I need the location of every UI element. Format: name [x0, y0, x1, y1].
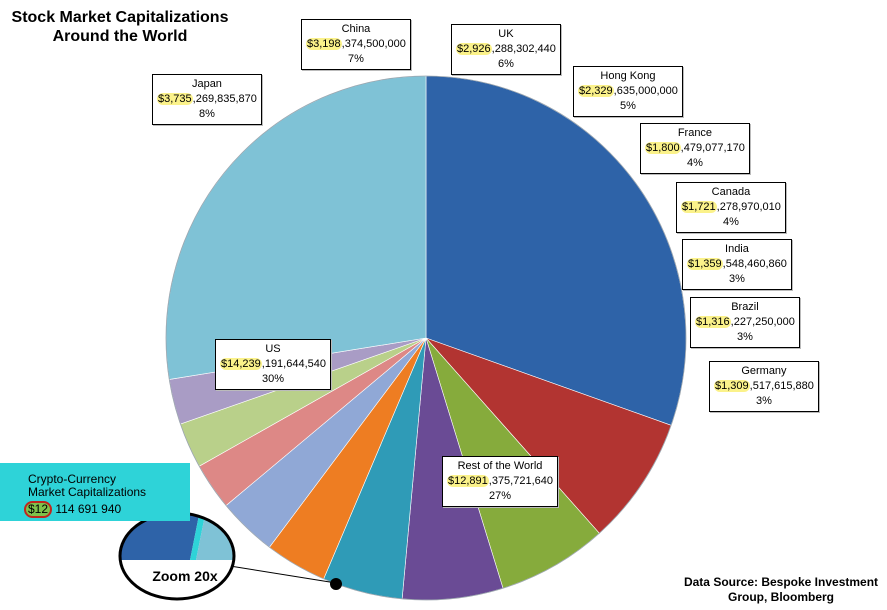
pie-slices: [165, 75, 687, 601]
callout-france: France $1,800,479,077,170 4%: [640, 123, 750, 174]
callout-label: Japan: [191, 78, 222, 90]
crypto-value-rest: 114 691 940: [52, 502, 122, 516]
data-source-line-2: Group, Bloomberg: [728, 590, 834, 604]
callout-value: $1,721,278,970,010: [681, 200, 781, 215]
callout-value-rest: ,191,644,540: [261, 358, 326, 370]
callout-value-highlight: $2,926: [456, 43, 492, 55]
callout-value-rest: ,517,615,880: [749, 380, 814, 392]
callout-rest-of-the-world: Rest of the World $12,891,375,721,640 27%: [442, 456, 558, 507]
callout-label: China: [341, 23, 371, 35]
callout-percent: 6%: [497, 58, 514, 70]
callout-value-highlight: $3,735: [157, 93, 193, 105]
data-source-line-1: Data Source: Bespoke Investment: [683, 575, 879, 589]
callout-india: India $1,359,548,460,860 3%: [682, 239, 792, 290]
callout-percent: 4%: [686, 157, 703, 169]
callout-us: US $14,239,191,644,540 30%: [215, 339, 331, 390]
callout-value: $2,329,635,000,000: [578, 84, 678, 99]
callout-label: India: [725, 243, 749, 255]
callout-percent: 3%: [755, 395, 772, 407]
crypto-value: $12 114 691 940: [24, 501, 121, 518]
callout-label: Canada: [711, 186, 751, 198]
callout-value: $14,239,191,644,540: [220, 357, 326, 372]
callout-percent: 3%: [728, 273, 745, 285]
chart-title-line-2: Around the World: [52, 28, 188, 45]
callout-brazil: Brazil $1,316,227,250,000 3%: [690, 297, 800, 348]
callout-label: Brazil: [731, 301, 759, 313]
callout-value-highlight: $12,891: [447, 475, 489, 487]
zoom-label: Zoom 20x: [152, 568, 218, 584]
callout-value: $1,359,548,460,860: [687, 257, 787, 272]
callout-value-highlight: $14,239: [220, 358, 262, 370]
callout-value-rest: ,288,302,440: [491, 43, 556, 55]
callout-label: Germany: [741, 365, 787, 377]
callout-uk: UK $2,926,288,302,440 6%: [451, 24, 561, 75]
callout-value: $12,891,375,721,640: [447, 474, 553, 489]
callout-value-rest: ,548,460,860: [722, 258, 787, 270]
callout-percent: 30%: [261, 373, 285, 385]
callout-label: France: [677, 127, 713, 139]
callout-label: UK: [498, 28, 514, 40]
callout-value-rest: ,375,721,640: [488, 475, 553, 487]
callout-label: US: [265, 343, 281, 355]
callout-value-rest: ,635,000,000: [613, 85, 678, 97]
callout-germany: Germany $1,309,517,615,880 3%: [709, 361, 819, 412]
callout-value: $1,316,227,250,000: [695, 315, 795, 330]
callout-value-highlight: $3,198: [306, 38, 342, 50]
callout-value-rest: ,278,970,010: [716, 201, 781, 213]
callout-percent: 27%: [488, 490, 512, 502]
chart-title-line-1: Stock Market Capitalizations: [11, 9, 229, 26]
callout-value: $2,926,288,302,440: [456, 42, 556, 57]
callout-value-rest: ,374,500,000: [341, 38, 406, 50]
callout-value: $1,800,479,077,170: [645, 141, 745, 156]
callout-percent: 3%: [736, 331, 753, 343]
data-source: Data Source: Bespoke Investment Group, B…: [676, 575, 886, 605]
callout-value: $3,198,374,500,000: [306, 37, 406, 52]
callout-value-highlight: $1,309: [714, 380, 750, 392]
zoom-connector: [229, 565, 337, 584]
callout-china: China $3,198,374,500,000 7%: [301, 19, 411, 70]
crypto-title-line-1: Crypto-Currency: [28, 472, 117, 486]
crypto-value-highlight: $12: [24, 501, 53, 518]
callout-percent: 8%: [198, 108, 215, 120]
callout-value-highlight: $2,329: [578, 85, 614, 97]
callout-value-rest: ,227,250,000: [730, 316, 795, 328]
callout-value: $3,735,269,835,870: [157, 92, 257, 107]
callout-value-rest: ,269,835,870: [192, 93, 257, 105]
callout-percent: 4%: [722, 216, 739, 228]
callout-percent: 5%: [619, 100, 636, 112]
callout-value-highlight: $1,800: [645, 142, 681, 154]
callout-value-highlight: $1,316: [695, 316, 731, 328]
callout-value-highlight: $1,721: [681, 201, 717, 213]
crypto-callout: Crypto-Currency Market Capitalizations $…: [0, 463, 190, 521]
callout-japan: Japan $3,735,269,835,870 8%: [152, 74, 262, 125]
callout-canada: Canada $1,721,278,970,010 4%: [676, 182, 786, 233]
callout-value-highlight: $1,359: [687, 258, 723, 270]
pie-outline: [165, 75, 687, 601]
callout-value: $1,309,517,615,880: [714, 379, 814, 394]
chart-title: Stock Market Capitalizations Around the …: [4, 8, 236, 46]
crypto-title-line-2: Market Capitalizations: [28, 485, 147, 499]
callout-label: Rest of the World: [457, 460, 543, 472]
callout-hong-kong: Hong Kong $2,329,635,000,000 5%: [573, 66, 683, 117]
callout-label: Hong Kong: [600, 70, 656, 82]
zoom-anchor-dot: [330, 578, 342, 590]
callout-value-rest: ,479,077,170: [680, 142, 745, 154]
callout-percent: 7%: [347, 53, 364, 65]
